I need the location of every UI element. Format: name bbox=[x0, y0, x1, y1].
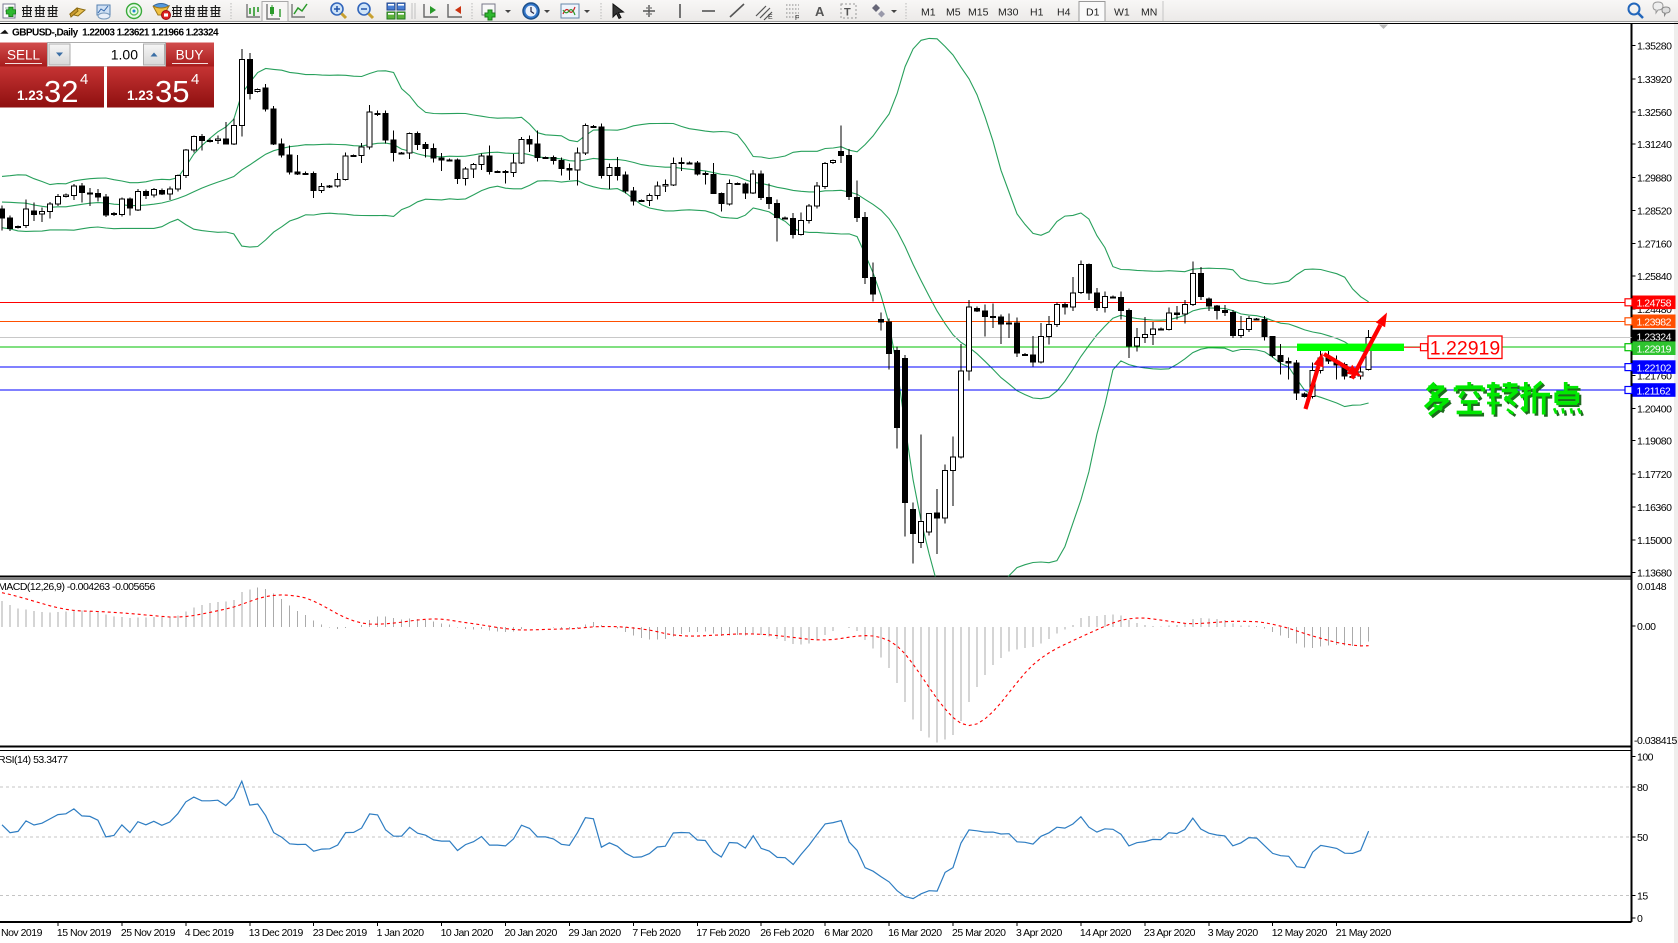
svg-text:A: A bbox=[815, 4, 825, 19]
svg-text:1.15000: 1.15000 bbox=[1637, 535, 1672, 547]
svg-text:E: E bbox=[768, 14, 773, 21]
svg-text:1.16360: 1.16360 bbox=[1637, 502, 1672, 514]
svg-text:1.23324: 1.23324 bbox=[1637, 332, 1672, 344]
svg-text:Nov 2019: Nov 2019 bbox=[1, 927, 43, 939]
svg-text:1.22919: 1.22919 bbox=[1430, 338, 1501, 360]
svg-text:23 Dec 2019: 23 Dec 2019 bbox=[313, 927, 368, 939]
svg-text:17 Feb 2020: 17 Feb 2020 bbox=[696, 927, 750, 939]
svg-text:1.35280: 1.35280 bbox=[1637, 41, 1672, 53]
svg-text:80: 80 bbox=[1637, 782, 1648, 794]
svg-text:100: 100 bbox=[1637, 752, 1654, 764]
svg-text:10 Jan 2020: 10 Jan 2020 bbox=[441, 927, 494, 939]
svg-text:32: 32 bbox=[44, 74, 78, 109]
svg-text:1 Jan 2020: 1 Jan 2020 bbox=[377, 927, 425, 939]
svg-text:M1: M1 bbox=[921, 7, 936, 19]
svg-text:4: 4 bbox=[191, 71, 199, 88]
svg-text:RSI(14) 53.3477: RSI(14) 53.3477 bbox=[0, 754, 68, 766]
svg-text:1.25840: 1.25840 bbox=[1637, 271, 1672, 283]
svg-text:3 Apr 2020: 3 Apr 2020 bbox=[1016, 927, 1062, 939]
svg-text:3 May 2020: 3 May 2020 bbox=[1208, 927, 1259, 939]
svg-text:1.13680: 1.13680 bbox=[1637, 567, 1672, 579]
svg-text:M30: M30 bbox=[998, 7, 1019, 19]
svg-text:MACD(12,26,9) -0.004263 -0.005: MACD(12,26,9) -0.004263 -0.005656 bbox=[0, 581, 156, 593]
svg-text:15 Nov 2019: 15 Nov 2019 bbox=[57, 927, 112, 939]
svg-text:1.24758: 1.24758 bbox=[1637, 298, 1672, 310]
svg-text:H4: H4 bbox=[1057, 7, 1071, 19]
svg-text:1.29880: 1.29880 bbox=[1637, 172, 1672, 184]
svg-text:12 May 2020: 12 May 2020 bbox=[1272, 927, 1328, 939]
svg-text:1.28520: 1.28520 bbox=[1637, 206, 1672, 218]
svg-text:GBPUSD-,Daily 1.22003 1.23621: GBPUSD-,Daily 1.22003 1.23621 1.21966 1.… bbox=[12, 28, 219, 39]
svg-text:35: 35 bbox=[155, 74, 189, 109]
svg-text:1.22102: 1.22102 bbox=[1637, 362, 1672, 374]
svg-text:20 Jan 2020: 20 Jan 2020 bbox=[505, 927, 558, 939]
svg-text:14 Apr 2020: 14 Apr 2020 bbox=[1080, 927, 1132, 939]
svg-text:SELL: SELL bbox=[7, 48, 41, 63]
svg-text:1.19080: 1.19080 bbox=[1637, 436, 1672, 448]
svg-text:1.23: 1.23 bbox=[127, 88, 154, 103]
svg-text:F: F bbox=[795, 15, 799, 22]
svg-text:M15: M15 bbox=[968, 7, 989, 19]
svg-text:4 Dec 2019: 4 Dec 2019 bbox=[185, 927, 234, 939]
svg-text:W1: W1 bbox=[1114, 7, 1130, 19]
svg-text:25 Mar 2020: 25 Mar 2020 bbox=[952, 927, 1006, 939]
svg-text:13 Dec 2019: 13 Dec 2019 bbox=[249, 927, 304, 939]
svg-text:D1: D1 bbox=[1086, 7, 1100, 19]
svg-text:H1: H1 bbox=[1030, 7, 1044, 19]
svg-text:15: 15 bbox=[1637, 890, 1648, 902]
svg-text:1.00: 1.00 bbox=[111, 47, 138, 63]
svg-text:26 Feb 2020: 26 Feb 2020 bbox=[760, 927, 814, 939]
svg-text:0.0148: 0.0148 bbox=[1637, 581, 1667, 593]
svg-text:-0.038415: -0.038415 bbox=[1634, 735, 1677, 747]
svg-text:MN: MN bbox=[1141, 7, 1157, 19]
svg-text:29 Jan 2020: 29 Jan 2020 bbox=[568, 927, 621, 939]
svg-text:BUY: BUY bbox=[176, 48, 204, 63]
svg-text:0: 0 bbox=[1637, 913, 1643, 925]
svg-text:1.23: 1.23 bbox=[17, 88, 44, 103]
svg-text:25 Nov 2019: 25 Nov 2019 bbox=[121, 927, 176, 939]
svg-text:1.20400: 1.20400 bbox=[1637, 403, 1672, 415]
svg-text:23 Apr 2020: 23 Apr 2020 bbox=[1144, 927, 1196, 939]
svg-text:6 Mar 2020: 6 Mar 2020 bbox=[824, 927, 873, 939]
svg-text:7 Feb 2020: 7 Feb 2020 bbox=[632, 927, 681, 939]
svg-text:1.17720: 1.17720 bbox=[1637, 469, 1672, 481]
svg-text:1.32560: 1.32560 bbox=[1637, 107, 1672, 119]
svg-text:1.31240: 1.31240 bbox=[1637, 139, 1672, 151]
svg-text:1.27160: 1.27160 bbox=[1637, 239, 1672, 251]
svg-text:1.33920: 1.33920 bbox=[1637, 74, 1672, 86]
svg-text:16 Mar 2020: 16 Mar 2020 bbox=[888, 927, 942, 939]
svg-text:T: T bbox=[844, 7, 851, 19]
svg-text:4: 4 bbox=[80, 71, 88, 88]
svg-text:1.21162: 1.21162 bbox=[1637, 385, 1671, 397]
svg-text:1.23982: 1.23982 bbox=[1637, 317, 1672, 329]
svg-text:1.22919: 1.22919 bbox=[1637, 344, 1672, 356]
svg-text:21 May 2020: 21 May 2020 bbox=[1336, 927, 1392, 939]
svg-text:50: 50 bbox=[1637, 832, 1648, 844]
svg-text:M5: M5 bbox=[946, 7, 961, 19]
svg-text:0.00: 0.00 bbox=[1637, 621, 1656, 633]
